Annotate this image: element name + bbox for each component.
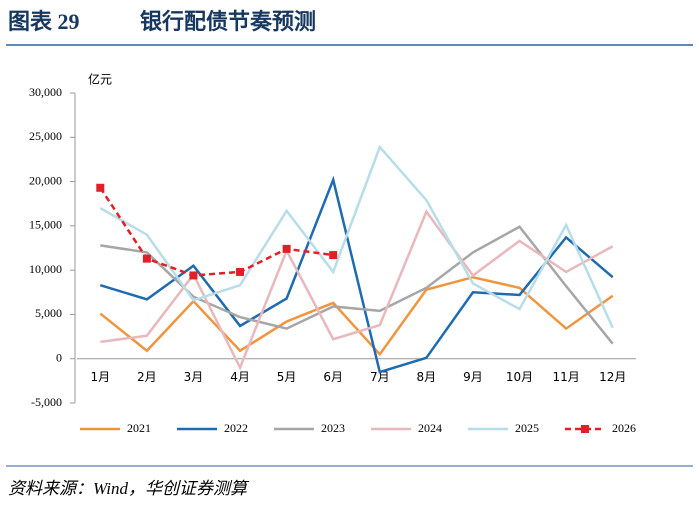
legend-marker	[581, 425, 589, 433]
source: 资料来源：Wind，华创证券测算	[8, 479, 250, 498]
x-tick-label: 10月	[506, 370, 533, 384]
x-tick-label: 5月	[277, 370, 297, 384]
legend-label: 2025	[515, 421, 539, 435]
y-tick-label: -5,000	[31, 395, 62, 409]
legend-label: 2024	[418, 421, 442, 435]
y-unit: 亿元	[88, 72, 112, 87]
x-tick-label: 2月	[137, 370, 157, 384]
point-marker	[142, 254, 151, 263]
y-tick-label: 20,000	[29, 173, 62, 187]
y-tick-label: 15,000	[29, 218, 62, 232]
series-line	[100, 225, 614, 345]
y-tick-label: 10,000	[29, 262, 62, 276]
legend-label: 2023	[321, 421, 345, 435]
point-marker	[282, 244, 291, 253]
x-tick-label: 8月	[417, 370, 437, 384]
y-tick-label: 0	[56, 350, 62, 364]
y-tick-label: 30,000	[29, 85, 62, 99]
figure-label: 图表 29	[8, 9, 80, 34]
x-tick-label: 1月	[90, 370, 110, 384]
x-tick-label: 4月	[230, 370, 250, 384]
x-tick-label: 6月	[323, 370, 343, 384]
legend-label: 2026	[612, 421, 636, 435]
x-tick-label: 3月	[184, 370, 204, 384]
point-marker	[96, 183, 105, 192]
legend-label: 2021	[127, 421, 151, 435]
series-line	[99, 144, 614, 329]
x-tick-label: 12月	[599, 370, 626, 384]
point-marker	[189, 271, 198, 280]
series-line	[99, 187, 334, 277]
x-tick-label: 9月	[463, 370, 483, 384]
y-tick-label: 5,000	[35, 306, 62, 320]
point-marker	[236, 267, 245, 276]
y-tick-label: 25,000	[29, 129, 62, 143]
legend-label: 2022	[224, 421, 248, 435]
series-line	[99, 275, 614, 357]
point-marker	[329, 251, 338, 260]
x-tick-label: 7月	[370, 370, 390, 384]
series-line	[100, 209, 614, 371]
title: 银行配债节奏预测	[140, 9, 316, 34]
x-tick-label: 11月	[552, 370, 579, 384]
